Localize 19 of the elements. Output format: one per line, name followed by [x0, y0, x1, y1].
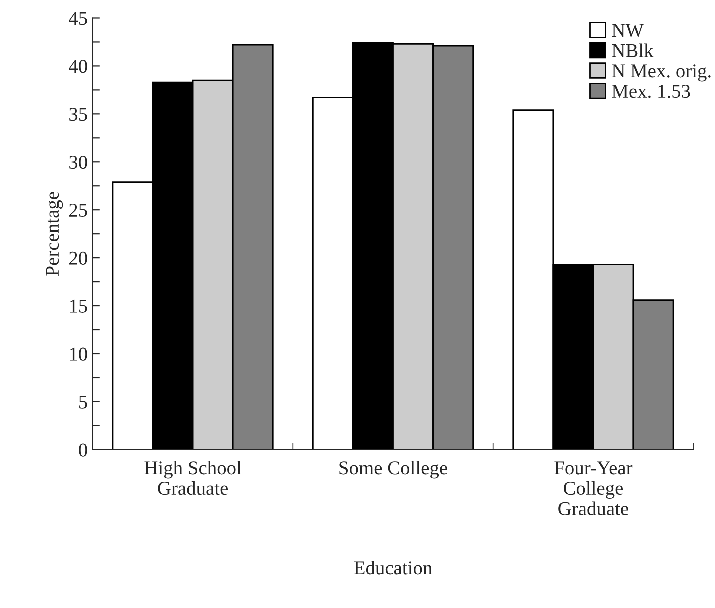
legend-label: N Mex. orig. — [612, 64, 711, 82]
y-axis-title: Percentage — [46, 192, 64, 276]
legend-label: NBlk — [612, 44, 654, 58]
y-tick-label: 45 — [69, 12, 88, 26]
y-tick-label: 10 — [70, 348, 88, 361]
x-tick-label: High School Graduate — [144, 461, 242, 496]
legend-label: NW — [612, 24, 644, 38]
x-axis-title: Education — [354, 561, 432, 575]
y-tick-label: 30 — [70, 156, 88, 170]
y-tick-label: 35 — [70, 108, 88, 122]
y-tick-label: 5 — [79, 396, 88, 409]
x-tick-label: Some College — [340, 461, 448, 479]
y-tick-label: 40 — [69, 60, 88, 74]
y-tick-label: 0 — [79, 444, 88, 457]
y-tick-label: 15 — [70, 300, 88, 313]
x-tick-label: Four-Year College Graduate — [554, 462, 633, 516]
y-tick-label: 25 — [70, 204, 88, 218]
legend-label: Mex. 1.53 — [612, 85, 690, 98]
y-tick-label: 20 — [70, 252, 88, 265]
